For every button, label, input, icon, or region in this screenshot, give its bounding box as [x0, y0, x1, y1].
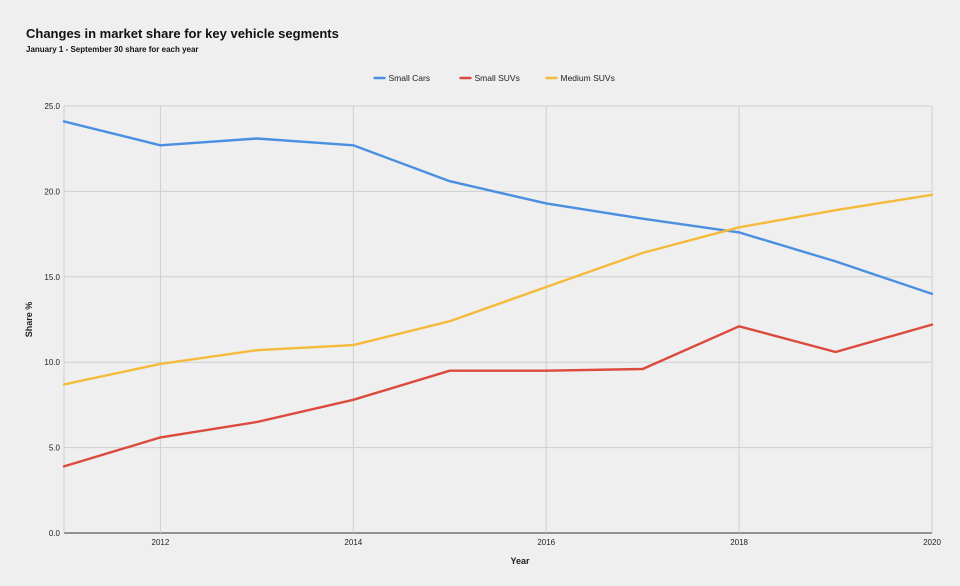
- legend-label-medium-suvs: Medium SUVs: [561, 73, 615, 83]
- y-tick-label: 0.0: [49, 529, 61, 538]
- grid-layer: [63, 105, 933, 534]
- chart-subtitle: January 1 - September 30 share for each …: [26, 45, 199, 54]
- x-tick-label: 2018: [730, 538, 748, 547]
- axis-layer: 0.0 5.0 10.0 15.0 20.0 25.0 2012 2014 2016 2018 20…: [24, 102, 941, 566]
- series-line-small-suvs: [62, 323, 934, 468]
- y-tick-label: 15.0: [44, 273, 60, 282]
- x-tick-label: 2016: [537, 538, 555, 547]
- x-tick-label: 2012: [152, 538, 170, 547]
- legend: Small Cars Small SUVs Medium SUVs: [373, 73, 615, 83]
- y-axis-label: Share %: [24, 302, 34, 338]
- legend-label-small-cars: Small Cars: [389, 73, 431, 83]
- y-tick-label: 20.0: [44, 187, 60, 196]
- x-tick-label: 2014: [344, 538, 362, 547]
- legend-label-small-suvs: Small SUVs: [475, 73, 520, 83]
- x-tick-label: 2020: [923, 538, 941, 547]
- chart-title: Changes in market share for key vehicle …: [26, 26, 339, 41]
- y-tick-label: 10.0: [44, 358, 60, 367]
- series-line-medium-suvs: [62, 193, 934, 386]
- series-line-small-cars: [62, 120, 934, 296]
- series-layer: [62, 120, 934, 468]
- x-axis-label: Year: [510, 556, 530, 566]
- y-tick-label: 25.0: [44, 102, 60, 111]
- y-tick-label: 5.0: [49, 444, 61, 453]
